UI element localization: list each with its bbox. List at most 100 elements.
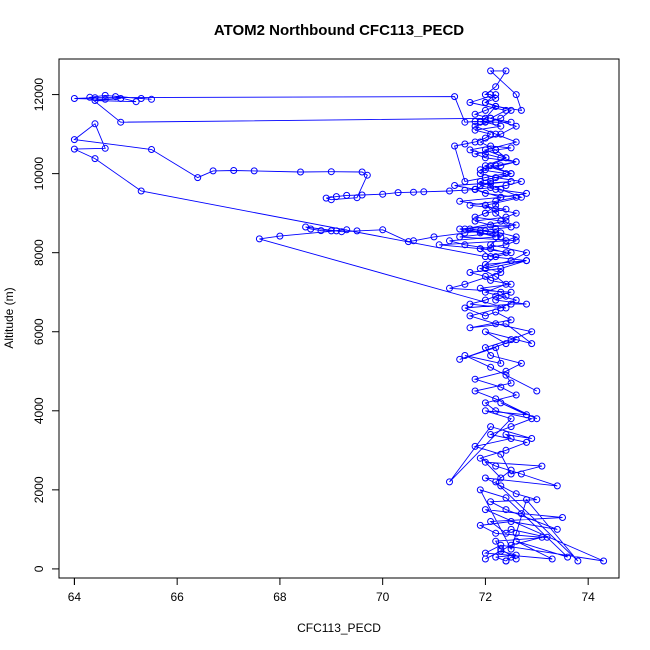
data-point: [481, 209, 489, 217]
data-point: [497, 162, 505, 170]
data-point: [420, 188, 428, 196]
data-point: [461, 178, 469, 185]
series-line: [73, 70, 604, 562]
data-point: [466, 312, 474, 320]
data-point: [517, 470, 525, 478]
data-point: [497, 265, 505, 272]
data-point: [487, 363, 495, 371]
data-point: [507, 178, 515, 185]
data-point: [502, 280, 510, 288]
data-point: [600, 557, 608, 565]
x-tick-label: 66: [170, 590, 184, 604]
data-point: [492, 174, 500, 182]
data-point: [507, 379, 515, 387]
data-point: [492, 83, 500, 91]
data-point: [507, 118, 515, 126]
y-tick-label: 8000: [32, 239, 46, 266]
data-point: [461, 241, 469, 249]
data-point: [137, 95, 145, 102]
data-point: [487, 241, 495, 249]
data-point: [461, 225, 469, 233]
data-point: [492, 292, 500, 300]
data-point: [471, 387, 479, 395]
data-point: [512, 555, 520, 563]
data-point: [394, 189, 402, 197]
data-point: [528, 340, 536, 348]
data-point: [517, 106, 525, 114]
data-point: [523, 189, 530, 197]
data-point: [512, 237, 520, 245]
data-point: [538, 533, 546, 541]
data-point: [476, 178, 484, 185]
data-point: [492, 209, 500, 217]
data-point: [451, 142, 459, 150]
data-point: [487, 276, 495, 284]
data-point: [481, 114, 489, 122]
data-point: [492, 118, 500, 126]
data-point: [487, 245, 495, 253]
data-point: [481, 344, 489, 352]
data-point: [502, 154, 510, 162]
data-point: [497, 482, 505, 490]
data-point: [492, 130, 500, 138]
data-point: [512, 391, 520, 399]
data-point: [492, 395, 500, 403]
data-point: [358, 191, 366, 199]
data-point: [523, 438, 530, 446]
data-point: [446, 284, 453, 292]
data-point: [358, 168, 366, 176]
data-point: [502, 367, 510, 375]
data-point: [528, 435, 536, 442]
data-point: [492, 233, 500, 241]
y-axis-label: Altitude (m): [2, 287, 16, 348]
data-point: [507, 257, 515, 265]
data-point: [481, 407, 489, 415]
data-point: [497, 288, 505, 296]
data-point: [332, 227, 340, 235]
data-point: [410, 188, 417, 196]
data-point: [476, 454, 484, 462]
data-point: [548, 555, 556, 563]
x-tick-label: 72: [479, 590, 493, 604]
x-tick-label: 64: [68, 590, 82, 604]
data-point: [70, 136, 78, 144]
y-tick-label: 2000: [32, 476, 46, 503]
data-point: [302, 223, 310, 231]
data-point: [70, 145, 78, 153]
data-point: [492, 553, 500, 561]
data-point: [502, 106, 510, 114]
data-point: [528, 415, 536, 423]
data-point: [507, 541, 515, 549]
data-point: [461, 352, 469, 359]
data-point: [497, 185, 505, 193]
data-point: [502, 446, 510, 454]
data-point: [86, 93, 94, 101]
data-point: [492, 537, 500, 545]
data-point: [466, 269, 474, 276]
data-point: [466, 201, 474, 209]
data-point: [101, 144, 109, 152]
data-point: [476, 284, 484, 292]
data-point: [451, 93, 459, 101]
data-point: [574, 557, 582, 565]
data-point: [512, 529, 520, 537]
data-point: [327, 227, 335, 235]
data-point: [255, 235, 263, 243]
data-point: [543, 533, 551, 541]
data-point: [492, 462, 500, 470]
data-point: [471, 138, 479, 146]
data-point: [502, 506, 510, 514]
x-axis-label: CFC113_PECD: [297, 621, 381, 635]
y-tick-label: 0: [32, 565, 46, 572]
data-point: [512, 551, 520, 559]
data-point: [476, 265, 484, 272]
data-point: [317, 227, 325, 235]
data-point: [379, 190, 387, 198]
data-point: [487, 67, 495, 75]
data-point: [487, 431, 495, 438]
data-point: [507, 518, 515, 525]
data-point: [209, 167, 217, 175]
data-point: [497, 399, 505, 407]
data-point: [517, 510, 525, 518]
data-point: [538, 462, 546, 470]
